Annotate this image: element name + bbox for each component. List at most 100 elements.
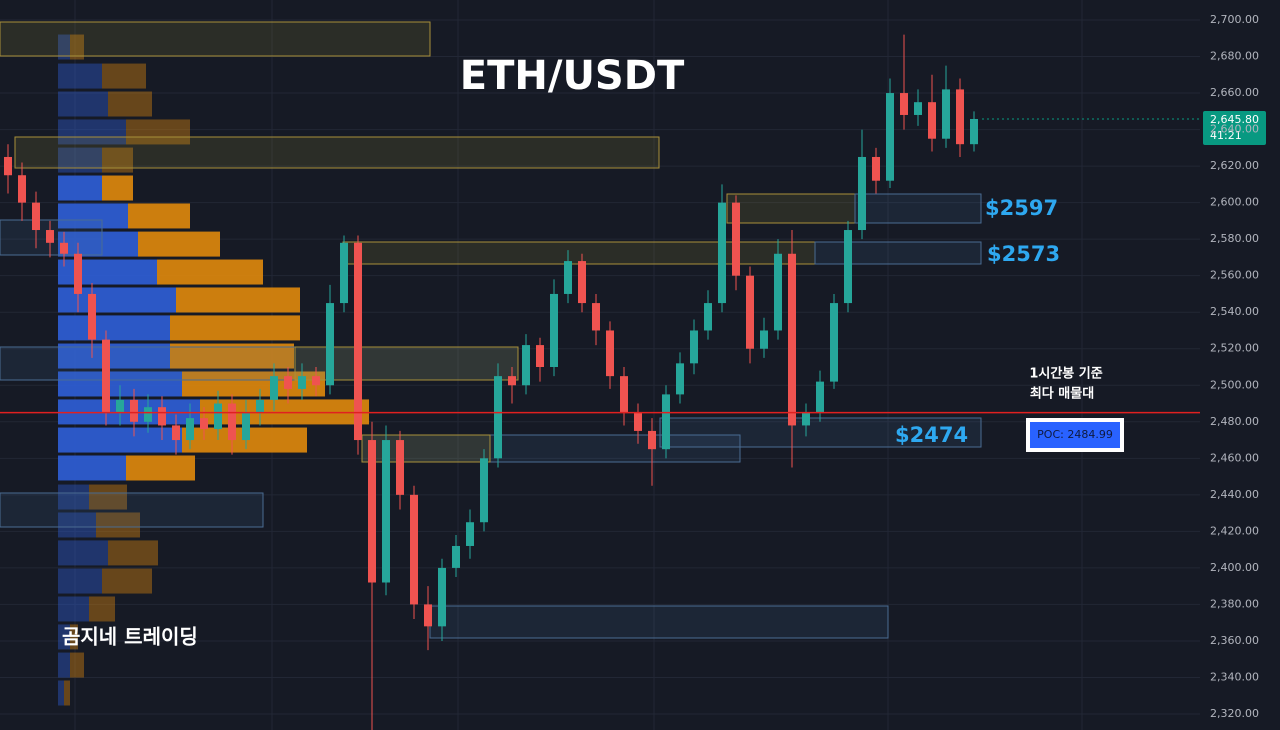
candle-body (438, 567, 446, 627)
candle-body (88, 293, 96, 340)
profile-sell (58, 652, 70, 678)
candle-body (662, 394, 670, 450)
profile-buy (70, 34, 84, 60)
y-tick-label: 2,580.00 (1210, 232, 1259, 245)
annotation: 최다 매물대 (1030, 386, 1094, 402)
profile-buy (96, 512, 140, 538)
candle-body (172, 425, 180, 441)
profile-buy (126, 455, 195, 481)
y-tick-label: 2,700.00 (1210, 13, 1259, 26)
y-tick-label: 2,320.00 (1210, 707, 1259, 720)
candle-body (914, 102, 922, 115)
y-tick-label: 2,360.00 (1210, 634, 1259, 647)
candle-body (956, 89, 964, 145)
candle-body (214, 403, 222, 430)
candle-body (802, 412, 810, 426)
candle-body (410, 494, 418, 605)
candle-body (312, 376, 320, 386)
profile-buy (170, 343, 294, 369)
profile-sell (58, 343, 170, 369)
profile-sell (58, 680, 64, 706)
candle-body (676, 363, 684, 395)
profile-buy (170, 315, 300, 341)
candle-body (466, 522, 474, 546)
profile-sell (58, 119, 126, 145)
candle-body (718, 202, 726, 304)
y-tick-label: 2,560.00 (1210, 269, 1259, 282)
profile-sell (58, 427, 182, 453)
candle-body (186, 418, 194, 441)
candle-body (942, 89, 950, 139)
candle-body (564, 261, 572, 294)
candle-body (970, 118, 978, 145)
y-tick-label: 2,540.00 (1210, 305, 1259, 318)
candle-body (340, 242, 348, 304)
profile-buy (102, 63, 146, 89)
y-tick-label: 2,520.00 (1210, 342, 1259, 355)
profile-buy (157, 259, 263, 285)
candle-body (46, 230, 54, 243)
candle-body (4, 156, 12, 176)
candle-body (130, 399, 138, 422)
profile-buy (70, 624, 78, 650)
candle-body (452, 545, 460, 568)
candle-body (774, 253, 782, 331)
candle-body (928, 102, 936, 139)
y-tick-label: 2,640.00 (1210, 123, 1259, 136)
last-price-tag (1203, 111, 1266, 145)
profile-sell (58, 231, 138, 257)
y-tick-label: 2,400.00 (1210, 561, 1259, 574)
y-tick-label: 2,600.00 (1210, 196, 1259, 209)
candle-body (858, 156, 866, 231)
chart-title: ETH/USDT (460, 53, 685, 99)
candle-body (788, 253, 796, 426)
y-tick-label: 2,500.00 (1210, 378, 1259, 391)
y-tick-label: 2,420.00 (1210, 524, 1259, 537)
y-tick-label: 2,620.00 (1210, 159, 1259, 172)
zone-label: $2573 (987, 242, 1060, 266)
candle-body (508, 376, 516, 386)
poc-label: POC: 2484.99 (1037, 428, 1113, 441)
y-tick-label: 2,460.00 (1210, 451, 1259, 464)
profile-buy (126, 119, 190, 145)
y-tick-label: 2,680.00 (1210, 50, 1259, 63)
grid (0, 19, 1200, 715)
candle-body (690, 330, 698, 364)
profile-buy (89, 484, 127, 510)
profile-buy (89, 596, 115, 622)
candle-body (396, 440, 404, 495)
profile-sell (58, 34, 70, 60)
profile-sell (58, 315, 170, 341)
candle-body (760, 330, 768, 349)
profile-sell (58, 596, 89, 622)
candle-body (354, 242, 362, 441)
profile-sell (58, 91, 108, 117)
profile-buy (128, 203, 190, 229)
profile-buy (108, 91, 152, 117)
profile-buy (70, 652, 84, 678)
candle-body (592, 303, 600, 331)
countdown: 41:21 (1210, 129, 1242, 142)
profile-sell (58, 175, 102, 201)
candle-body (326, 303, 334, 386)
candle-body (74, 253, 82, 294)
candle-body (116, 399, 124, 413)
candle-body (270, 376, 278, 400)
candle-body (704, 303, 712, 331)
candles (4, 34, 978, 730)
y-tick-label: 2,380.00 (1210, 597, 1259, 610)
y-tick-label: 2,480.00 (1210, 415, 1259, 428)
candle-body (648, 430, 656, 450)
profile-buy (102, 568, 152, 594)
candle-body (732, 202, 740, 276)
candle-body (228, 403, 236, 441)
candle-body (886, 93, 894, 181)
profile-buy (108, 540, 158, 566)
candle-body (606, 330, 614, 377)
profile-sell (58, 540, 108, 566)
profile-buy (138, 231, 220, 257)
candle-body (368, 440, 376, 583)
y-tick-label: 2,340.00 (1210, 670, 1259, 683)
candle-body (536, 345, 544, 367)
candle-body (578, 261, 586, 304)
